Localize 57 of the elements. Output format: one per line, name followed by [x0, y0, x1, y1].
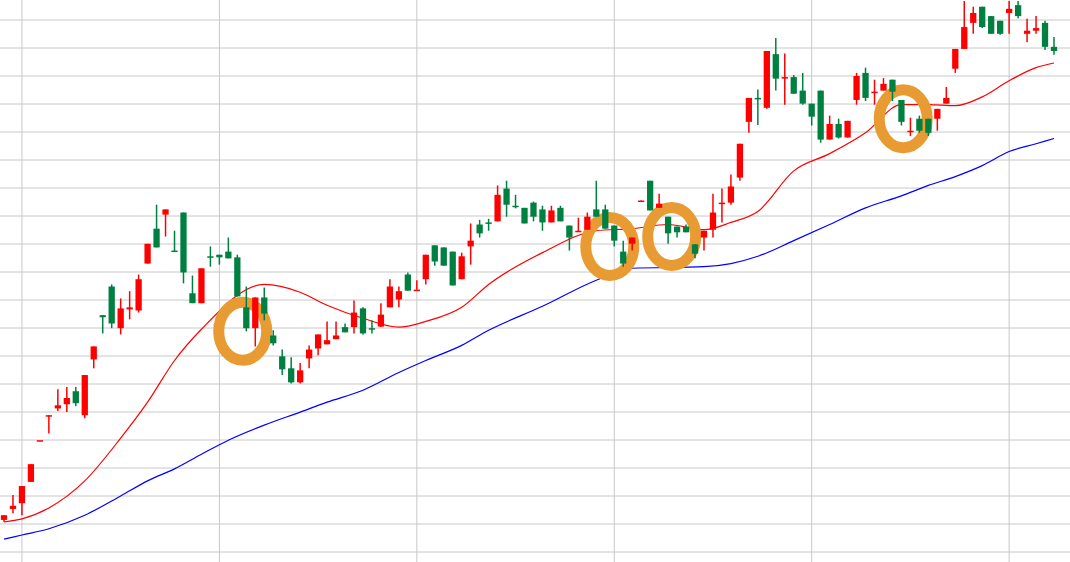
- candlestick: [395, 285, 403, 309]
- candlestick: [655, 193, 663, 209]
- candlestick: [386, 278, 394, 309]
- candlestick: [404, 271, 411, 292]
- candlestick: [377, 302, 385, 328]
- candlestick: [566, 224, 573, 252]
- candlestick: [90, 345, 97, 370]
- candlestick: [530, 200, 537, 223]
- candlestick: [826, 114, 833, 141]
- candlestick: [799, 72, 806, 106]
- candlestick: [1032, 15, 1040, 35]
- candlestick: [431, 244, 438, 267]
- candlestick: [709, 193, 717, 239]
- candlestick: [297, 362, 304, 385]
- candlestick: [440, 246, 447, 267]
- candlestick: [18, 485, 26, 516]
- candlestick: [72, 386, 79, 408]
- candlestick: [162, 208, 169, 238]
- candlestick: [207, 245, 214, 268]
- candlestick: [620, 239, 627, 268]
- candlestick: [835, 118, 842, 140]
- candlestick: [970, 5, 977, 35]
- candlestick: [314, 333, 322, 357]
- candlestick: [153, 203, 160, 249]
- candlestick: [1005, 0, 1013, 35]
- candlestick: [54, 388, 61, 412]
- candlestick: [1050, 36, 1058, 56]
- candlestick: [189, 274, 196, 304]
- candlestick: [279, 348, 286, 376]
- candlestick: [898, 99, 905, 127]
- candlestick: [288, 356, 295, 385]
- candlestick: [99, 314, 106, 335]
- candlestick: [126, 290, 133, 321]
- candlestick: [1041, 20, 1049, 51]
- candlestick: [539, 205, 546, 232]
- candlestick: [503, 179, 510, 218]
- candlestick: [261, 286, 268, 322]
- candlestick: [853, 72, 860, 106]
- candlestick: [700, 230, 708, 252]
- candlestick: [63, 386, 70, 413]
- candlestick: [602, 203, 609, 230]
- candlestick: [961, 0, 968, 50]
- candlestick: [781, 52, 788, 106]
- candlestick: [368, 319, 376, 335]
- candlestick: [243, 285, 250, 333]
- candlestick: [332, 320, 340, 340]
- candlestick: [458, 251, 465, 280]
- candlestick: [727, 173, 735, 206]
- candlestick: [1023, 17, 1031, 43]
- candlestick: [117, 297, 124, 336]
- candlestick: [745, 97, 753, 134]
- candlestick: [593, 179, 600, 218]
- candlestick: [350, 299, 358, 335]
- candlestick: [790, 74, 797, 95]
- candlestick: [9, 494, 17, 514]
- candlestick: [45, 414, 53, 435]
- candlestick: [664, 215, 672, 245]
